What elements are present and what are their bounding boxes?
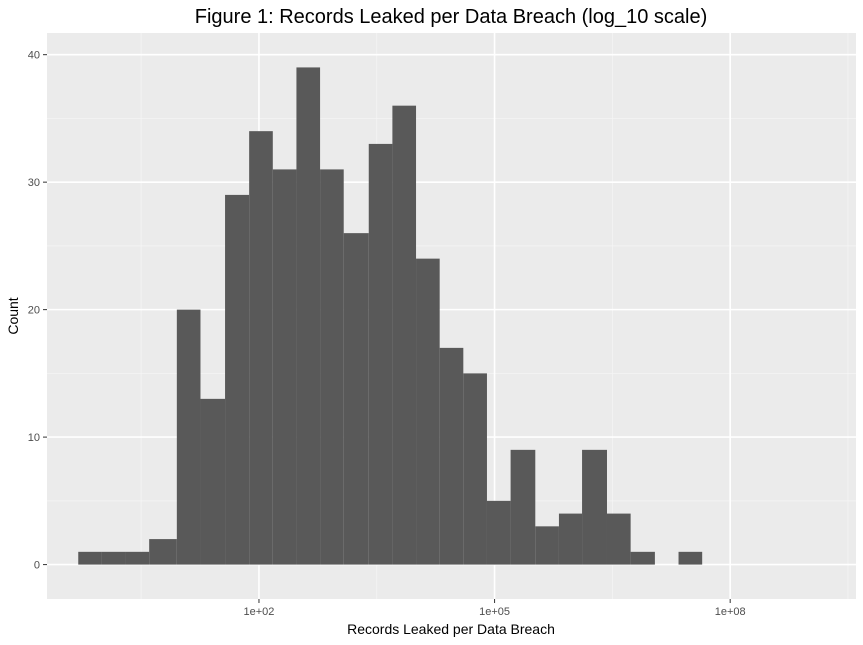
histogram-bar bbox=[416, 258, 440, 565]
x-axis: 1e+02 1e+05 1e+08 bbox=[244, 599, 746, 618]
histogram-bar bbox=[630, 551, 655, 565]
histogram-bar bbox=[463, 373, 487, 565]
histogram-bar bbox=[535, 526, 559, 565]
x-tick-label: 1e+08 bbox=[715, 606, 746, 618]
histogram-bar bbox=[125, 551, 150, 565]
x-tick-label: 1e+02 bbox=[244, 606, 275, 618]
histogram-bar bbox=[101, 551, 126, 565]
histogram-bar bbox=[343, 233, 369, 565]
histogram-bar bbox=[320, 169, 344, 565]
x-tick-label: 1e+05 bbox=[479, 606, 510, 618]
histogram-bar bbox=[392, 105, 417, 565]
y-tick-label: 30 bbox=[28, 177, 40, 189]
y-axis: 0 10 20 30 40 bbox=[28, 50, 47, 572]
histogram-bar bbox=[582, 449, 607, 565]
x-axis-title: Records Leaked per Data Breach bbox=[347, 621, 555, 637]
y-tick-label: 20 bbox=[28, 305, 40, 317]
histogram-bar bbox=[296, 67, 321, 565]
histogram-bar bbox=[368, 143, 393, 565]
histogram-bar bbox=[678, 551, 703, 565]
y-axis-title: Count bbox=[5, 297, 21, 334]
chart-title: Figure 1: Records Leaked per Data Breach… bbox=[195, 6, 708, 28]
histogram-bar bbox=[510, 449, 536, 565]
histogram-bar bbox=[439, 347, 464, 565]
histogram-bar bbox=[149, 539, 177, 565]
histogram-bar bbox=[272, 169, 297, 565]
y-tick-label: 40 bbox=[28, 50, 40, 62]
histogram-bar bbox=[606, 513, 631, 565]
histogram-bars bbox=[78, 67, 703, 565]
histogram-bar bbox=[249, 131, 273, 565]
histogram-bar bbox=[486, 500, 511, 565]
histogram-bar bbox=[225, 194, 250, 565]
histogram-bar bbox=[176, 309, 201, 565]
histogram-bar bbox=[78, 551, 102, 565]
y-tick-label: 10 bbox=[28, 432, 40, 444]
histogram-bar bbox=[558, 513, 583, 565]
y-tick-label: 0 bbox=[34, 560, 40, 572]
histogram-bar bbox=[200, 398, 226, 565]
